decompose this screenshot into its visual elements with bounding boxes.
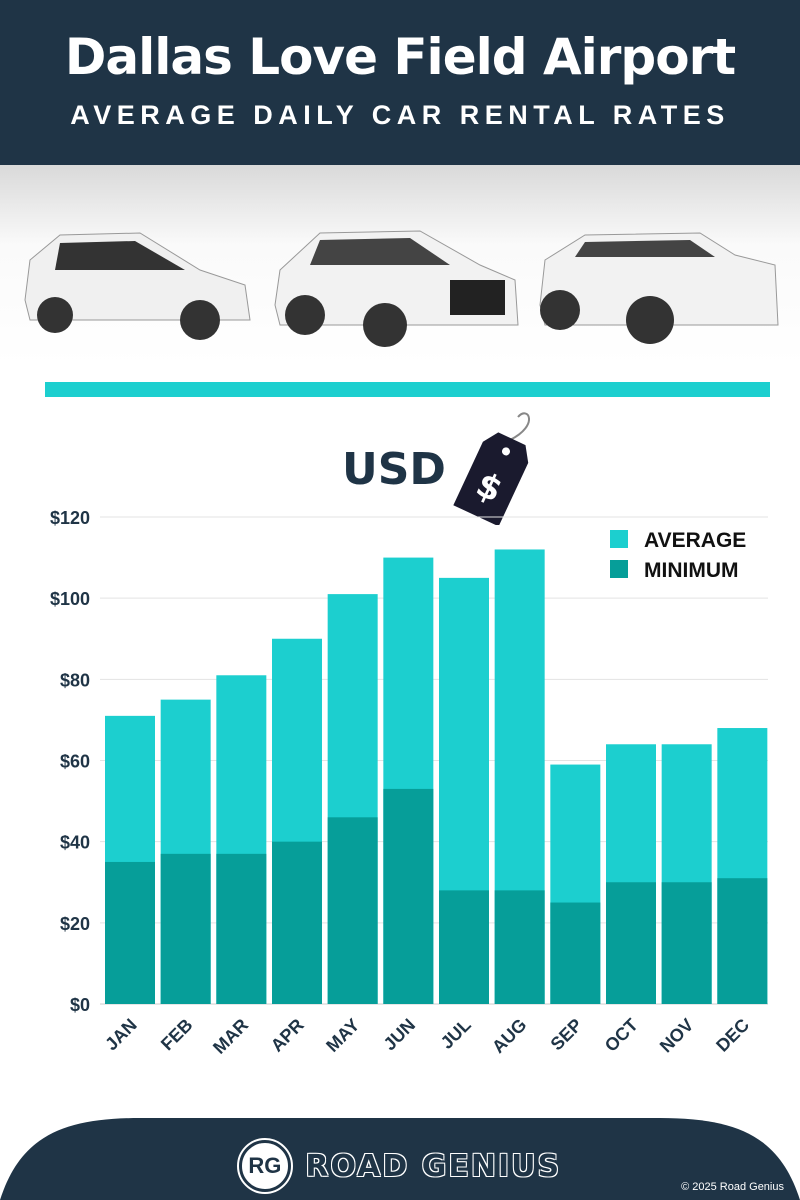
x-tick-label: SEP <box>547 1015 587 1055</box>
bar-minimum-jul <box>439 890 489 1004</box>
legend-swatch-average <box>610 530 628 548</box>
legend-label-minimum: MINIMUM <box>644 559 738 582</box>
copyright: © 2025 Road Genius <box>681 1181 784 1193</box>
road-genius-logo: RG <box>236 1138 293 1194</box>
hatchback-car-image <box>24 232 251 340</box>
x-tick-label: JUL <box>437 1015 475 1053</box>
price-tag-icon: $ <box>453 412 530 525</box>
y-tick-label: $60 <box>60 752 90 772</box>
x-tick-label: AUG <box>488 1015 530 1057</box>
y-tick-label: $80 <box>60 670 90 690</box>
x-tick-label: FEB <box>157 1015 197 1055</box>
bar-minimum-may <box>327 817 378 1004</box>
x-tick-label: NOV <box>656 1015 698 1057</box>
suv-car-image <box>274 230 519 347</box>
bar-chart: $0 $20 $40 $60 $80 $100 $120 JAN FEB MAR APR MAY JUN… <box>50 508 768 1058</box>
y-tick-label: $40 <box>60 833 90 853</box>
x-tick-label: MAR <box>209 1015 252 1058</box>
bar-minimum-jan <box>105 861 155 1004</box>
y-tick-label: $0 <box>70 995 90 1015</box>
x-tick-label: JUN <box>380 1015 420 1055</box>
bar-minimum-oct <box>606 882 656 1004</box>
x-tick-label: MAY <box>322 1015 363 1056</box>
page-subtitle: AVERAGE DAILY CAR RENTAL RATES <box>70 100 730 130</box>
legend-label-average: AVERAGE <box>644 529 746 552</box>
luxury-suv-car-image <box>539 232 779 344</box>
brand-name: ROAD GENIUS <box>305 1148 562 1184</box>
legend: AVERAGE MINIMUM <box>610 529 746 582</box>
x-tick-label: DEC <box>712 1015 753 1056</box>
divider-bar <box>45 382 770 397</box>
x-tick-label: OCT <box>601 1015 642 1056</box>
bar-minimum-feb <box>160 853 211 1004</box>
y-tick-label: $120 <box>50 508 90 528</box>
x-tick-label: JAN <box>101 1015 141 1055</box>
bar-minimum-sep <box>550 902 601 1004</box>
currency-label: USD <box>342 444 446 495</box>
bar-minimum-nov <box>661 882 712 1004</box>
bar-minimum-apr <box>272 841 322 1004</box>
page-title: Dallas Love Field Airport <box>64 28 736 86</box>
legend-swatch-minimum <box>610 560 628 578</box>
header: Dallas Love Field Airport AVERAGE DAILY … <box>0 0 800 165</box>
y-tick-label: $20 <box>60 914 90 934</box>
bar-minimum-dec <box>717 878 768 1004</box>
bar-minimum-jun <box>383 788 434 1004</box>
y-tick-label: $100 <box>50 589 90 609</box>
bar-minimum-mar <box>216 853 267 1004</box>
bar-minimum-aug <box>494 890 545 1004</box>
car-images <box>0 165 800 365</box>
cars-illustration <box>24 230 779 347</box>
footer <box>0 1118 800 1200</box>
x-tick-label: APR <box>267 1015 308 1056</box>
brand: RG ROAD GENIUS <box>0 1138 800 1194</box>
